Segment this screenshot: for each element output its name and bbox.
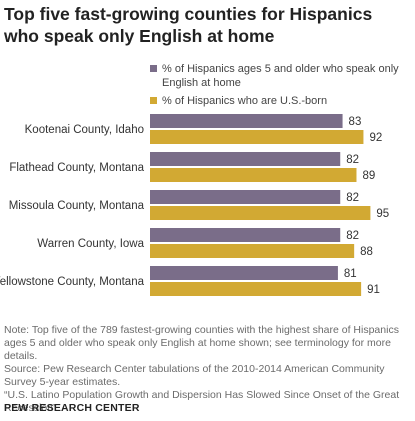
bar — [150, 282, 362, 296]
bar — [150, 130, 364, 144]
data-label: 82 — [346, 230, 359, 242]
data-label: 82 — [346, 154, 359, 166]
data-label: 91 — [367, 284, 380, 296]
source-text: Source: Pew Research Center tabulations … — [4, 363, 385, 388]
legend-label-english-only: % of Hispanics ages 5 and older who spea… — [162, 63, 399, 89]
bar — [150, 266, 338, 280]
data-label: 82 — [346, 192, 359, 204]
data-label: 95 — [376, 208, 389, 220]
category-label: Flathead County, Montana — [9, 162, 144, 174]
report-title-text: “U.S. Latino Population Growth and Dispe… — [4, 389, 400, 414]
data-label: 88 — [360, 246, 373, 258]
data-label: 89 — [362, 170, 375, 182]
category-label: Yellowstone County, Montana — [0, 276, 145, 288]
data-label: 83 — [349, 116, 362, 128]
bar — [150, 190, 341, 204]
data-label: 81 — [344, 268, 357, 280]
chart-notes: Note: Top five of the 789 fastest-growin… — [4, 324, 412, 415]
data-label: 92 — [369, 132, 382, 144]
source-organization: PEW RESEARCH CENTER — [4, 402, 140, 414]
category-label: Kootenai County, Idaho — [25, 124, 144, 136]
note-text: Note: Top five of the 789 fastest-growin… — [4, 324, 399, 362]
legend-label-us-born: % of Hispanics who are U.S.-born — [162, 95, 328, 107]
chart-title: Top five fast-growing counties for Hispa… — [4, 4, 373, 46]
bar — [150, 206, 371, 220]
bar — [150, 114, 343, 128]
category-label: Missoula County, Montana — [9, 200, 145, 212]
bar — [150, 244, 355, 258]
legend-item-english-only: % of Hispanics ages 5 and older who spea… — [150, 62, 412, 90]
legend-swatch-english-only — [150, 65, 157, 72]
bar — [150, 152, 341, 166]
legend-item-us-born: % of Hispanics who are U.S.-born — [150, 94, 412, 108]
bar — [150, 168, 357, 182]
category-label: Warren County, Iowa — [37, 238, 144, 250]
chart-legend: % of Hispanics ages 5 and older who spea… — [150, 62, 412, 112]
bar — [150, 228, 341, 242]
legend-swatch-us-born — [150, 97, 157, 104]
